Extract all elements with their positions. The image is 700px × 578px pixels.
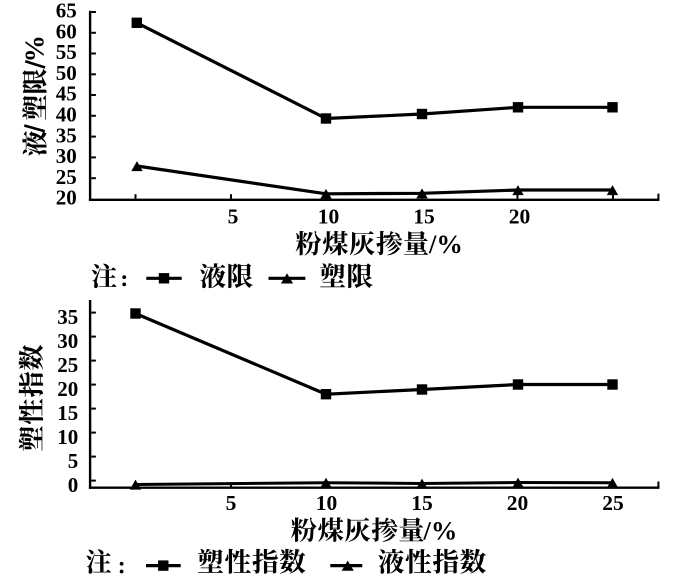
svg-text:%: % bbox=[18, 35, 49, 63]
svg-text:25: 25 bbox=[56, 165, 77, 189]
svg-text:40: 40 bbox=[56, 103, 77, 127]
svg-text:20: 20 bbox=[56, 186, 77, 210]
svg-text:20: 20 bbox=[507, 491, 529, 515]
svg-text:15: 15 bbox=[413, 205, 435, 229]
svg-text:5: 5 bbox=[68, 449, 79, 473]
svg-text:30: 30 bbox=[57, 329, 78, 353]
svg-text:/%: /% bbox=[428, 229, 463, 259]
svg-text:/%: /% bbox=[423, 516, 458, 546]
svg-text:50: 50 bbox=[56, 61, 77, 85]
svg-text:60: 60 bbox=[56, 19, 77, 43]
svg-text:5: 5 bbox=[226, 491, 237, 515]
svg-text:20: 20 bbox=[509, 205, 531, 229]
svg-text:35: 35 bbox=[56, 123, 77, 147]
svg-text:25: 25 bbox=[602, 491, 624, 515]
svg-text:10: 10 bbox=[318, 205, 340, 229]
svg-text:10: 10 bbox=[316, 491, 338, 515]
svg-text:30: 30 bbox=[56, 144, 77, 168]
svg-text:5: 5 bbox=[228, 205, 239, 229]
svg-text:15: 15 bbox=[57, 401, 78, 425]
svg-text:0: 0 bbox=[68, 473, 79, 497]
svg-text:10: 10 bbox=[57, 425, 78, 449]
svg-text:15: 15 bbox=[411, 491, 433, 515]
svg-text:65: 65 bbox=[56, 0, 77, 23]
svg-text:45: 45 bbox=[56, 82, 77, 106]
svg-text:55: 55 bbox=[56, 40, 77, 64]
svg-text:25: 25 bbox=[57, 353, 78, 377]
svg-text:35: 35 bbox=[57, 305, 78, 329]
svg-text:20: 20 bbox=[57, 377, 78, 401]
